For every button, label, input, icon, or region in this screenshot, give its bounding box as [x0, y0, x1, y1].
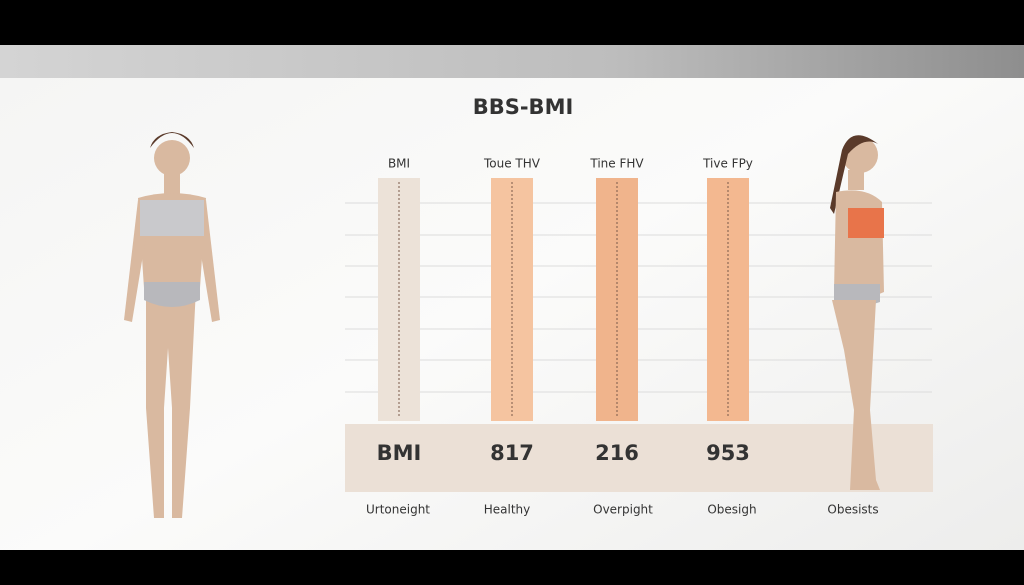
grid — [345, 202, 932, 393]
title: BBS-BMI — [473, 95, 574, 119]
column-value: 817 — [490, 441, 534, 465]
column-value: BMI — [377, 441, 422, 465]
category-label: Obesigh — [707, 503, 756, 517]
category-label: Healthy — [484, 503, 531, 517]
column-value: 216 — [595, 441, 639, 465]
column-header: Toue THV — [483, 157, 541, 171]
category-label: Obesists — [827, 503, 878, 517]
column-value: 953 — [706, 441, 750, 465]
column-header: BMI — [388, 157, 410, 171]
top-bar — [0, 0, 1024, 45]
column-header: Tine FHV — [589, 157, 644, 171]
column-header: Tive FPy — [702, 157, 753, 171]
category-label: Overpight — [593, 503, 653, 517]
figure-left — [124, 132, 220, 518]
bottom-bar — [0, 550, 1024, 585]
figure-right — [830, 135, 884, 490]
category-label: Urtoneight — [366, 503, 430, 517]
header-band — [0, 45, 1024, 78]
value-band — [345, 424, 933, 492]
